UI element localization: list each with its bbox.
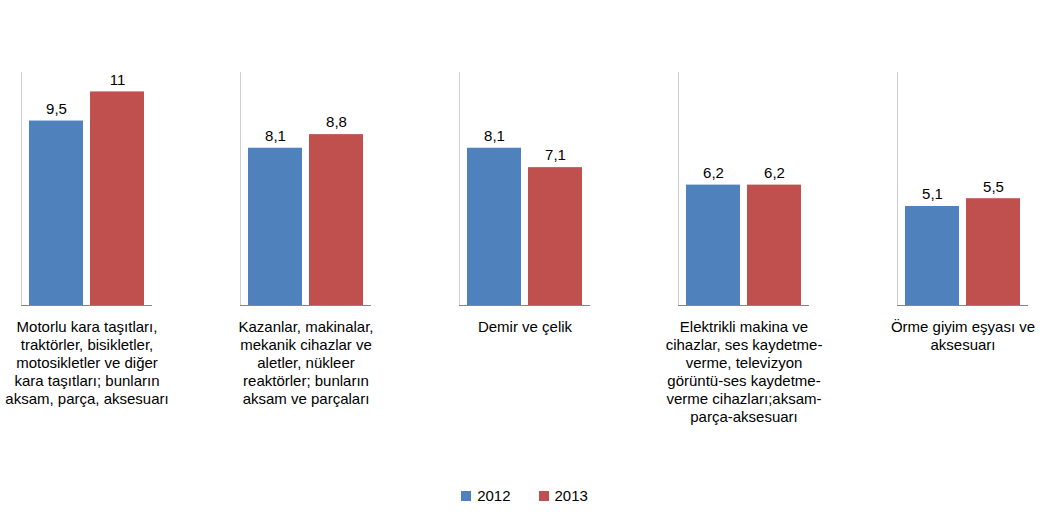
svg-text:5,1: 5,1 (922, 185, 943, 202)
svg-text:11: 11 (110, 71, 126, 88)
svg-text:8,1: 8,1 (265, 127, 286, 144)
svg-text:Motorlu kara taşıtları,traktör: Motorlu kara taşıtları,traktörler, bisik… (5, 318, 168, 407)
svg-text:Elektrikli makina vecihazlar,: Elektrikli makina vecihazlar, ses kaydet… (666, 318, 823, 425)
svg-text:Demir ve çelik: Demir ve çelik (478, 318, 573, 335)
svg-text:8,1: 8,1 (484, 127, 505, 144)
svg-text:6,2: 6,2 (764, 164, 785, 181)
svg-text:8,8: 8,8 (326, 113, 347, 130)
html-text:2012: 2012 (477, 487, 511, 504)
svg-text:6,2: 6,2 (703, 164, 724, 181)
svg-text:5,5: 5,5 (983, 178, 1004, 195)
svg-text:Örme giyim eşyası veaksesuarı: Örme giyim eşyası veaksesuarı (891, 318, 1035, 353)
svg-text:7,1: 7,1 (545, 146, 566, 163)
svg-text:Kazanlar, makinalar,mekanik ci: Kazanlar, makinalar,mekanik cihazlar vea… (238, 318, 373, 407)
svg-text:9,5: 9,5 (46, 100, 67, 117)
html-text:2013: 2013 (554, 487, 588, 504)
